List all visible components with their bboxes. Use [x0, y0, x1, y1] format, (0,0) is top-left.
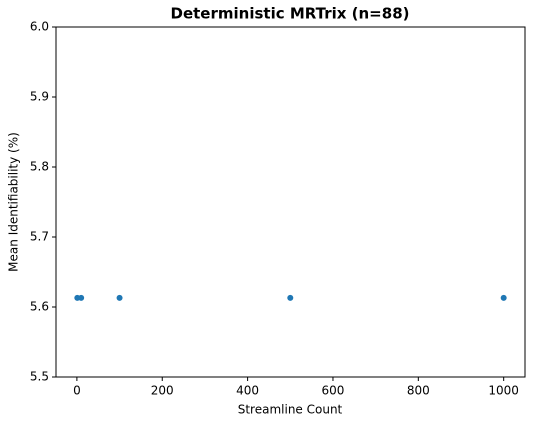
point: [287, 294, 294, 301]
y-axis-label: Mean Identifiability (%): [7, 132, 21, 272]
point: [116, 294, 123, 301]
y-tick-label: 5.8: [30, 160, 49, 174]
point: [500, 294, 507, 301]
y-tick-label: 5.6: [30, 300, 49, 314]
y-tick-label: 6.0: [30, 20, 49, 34]
plot-frame: [55, 26, 526, 378]
x-axis-label: Streamline Count: [238, 403, 343, 417]
x-tick-label: 0: [73, 384, 81, 398]
y-tick-label: 5.7: [30, 230, 49, 244]
y-tick-label: 5.5: [30, 370, 49, 384]
y-tick-label: 5.9: [30, 90, 49, 104]
x-tick-label: 200: [151, 384, 174, 398]
point: [78, 294, 85, 301]
x-tick-label: 400: [236, 384, 259, 398]
x-tick-label: 600: [322, 384, 345, 398]
chart-title: Deterministic MRTrix (n=88): [171, 5, 410, 23]
x-tick-label: 800: [407, 384, 430, 398]
x-tick-label: 1000: [488, 384, 519, 398]
